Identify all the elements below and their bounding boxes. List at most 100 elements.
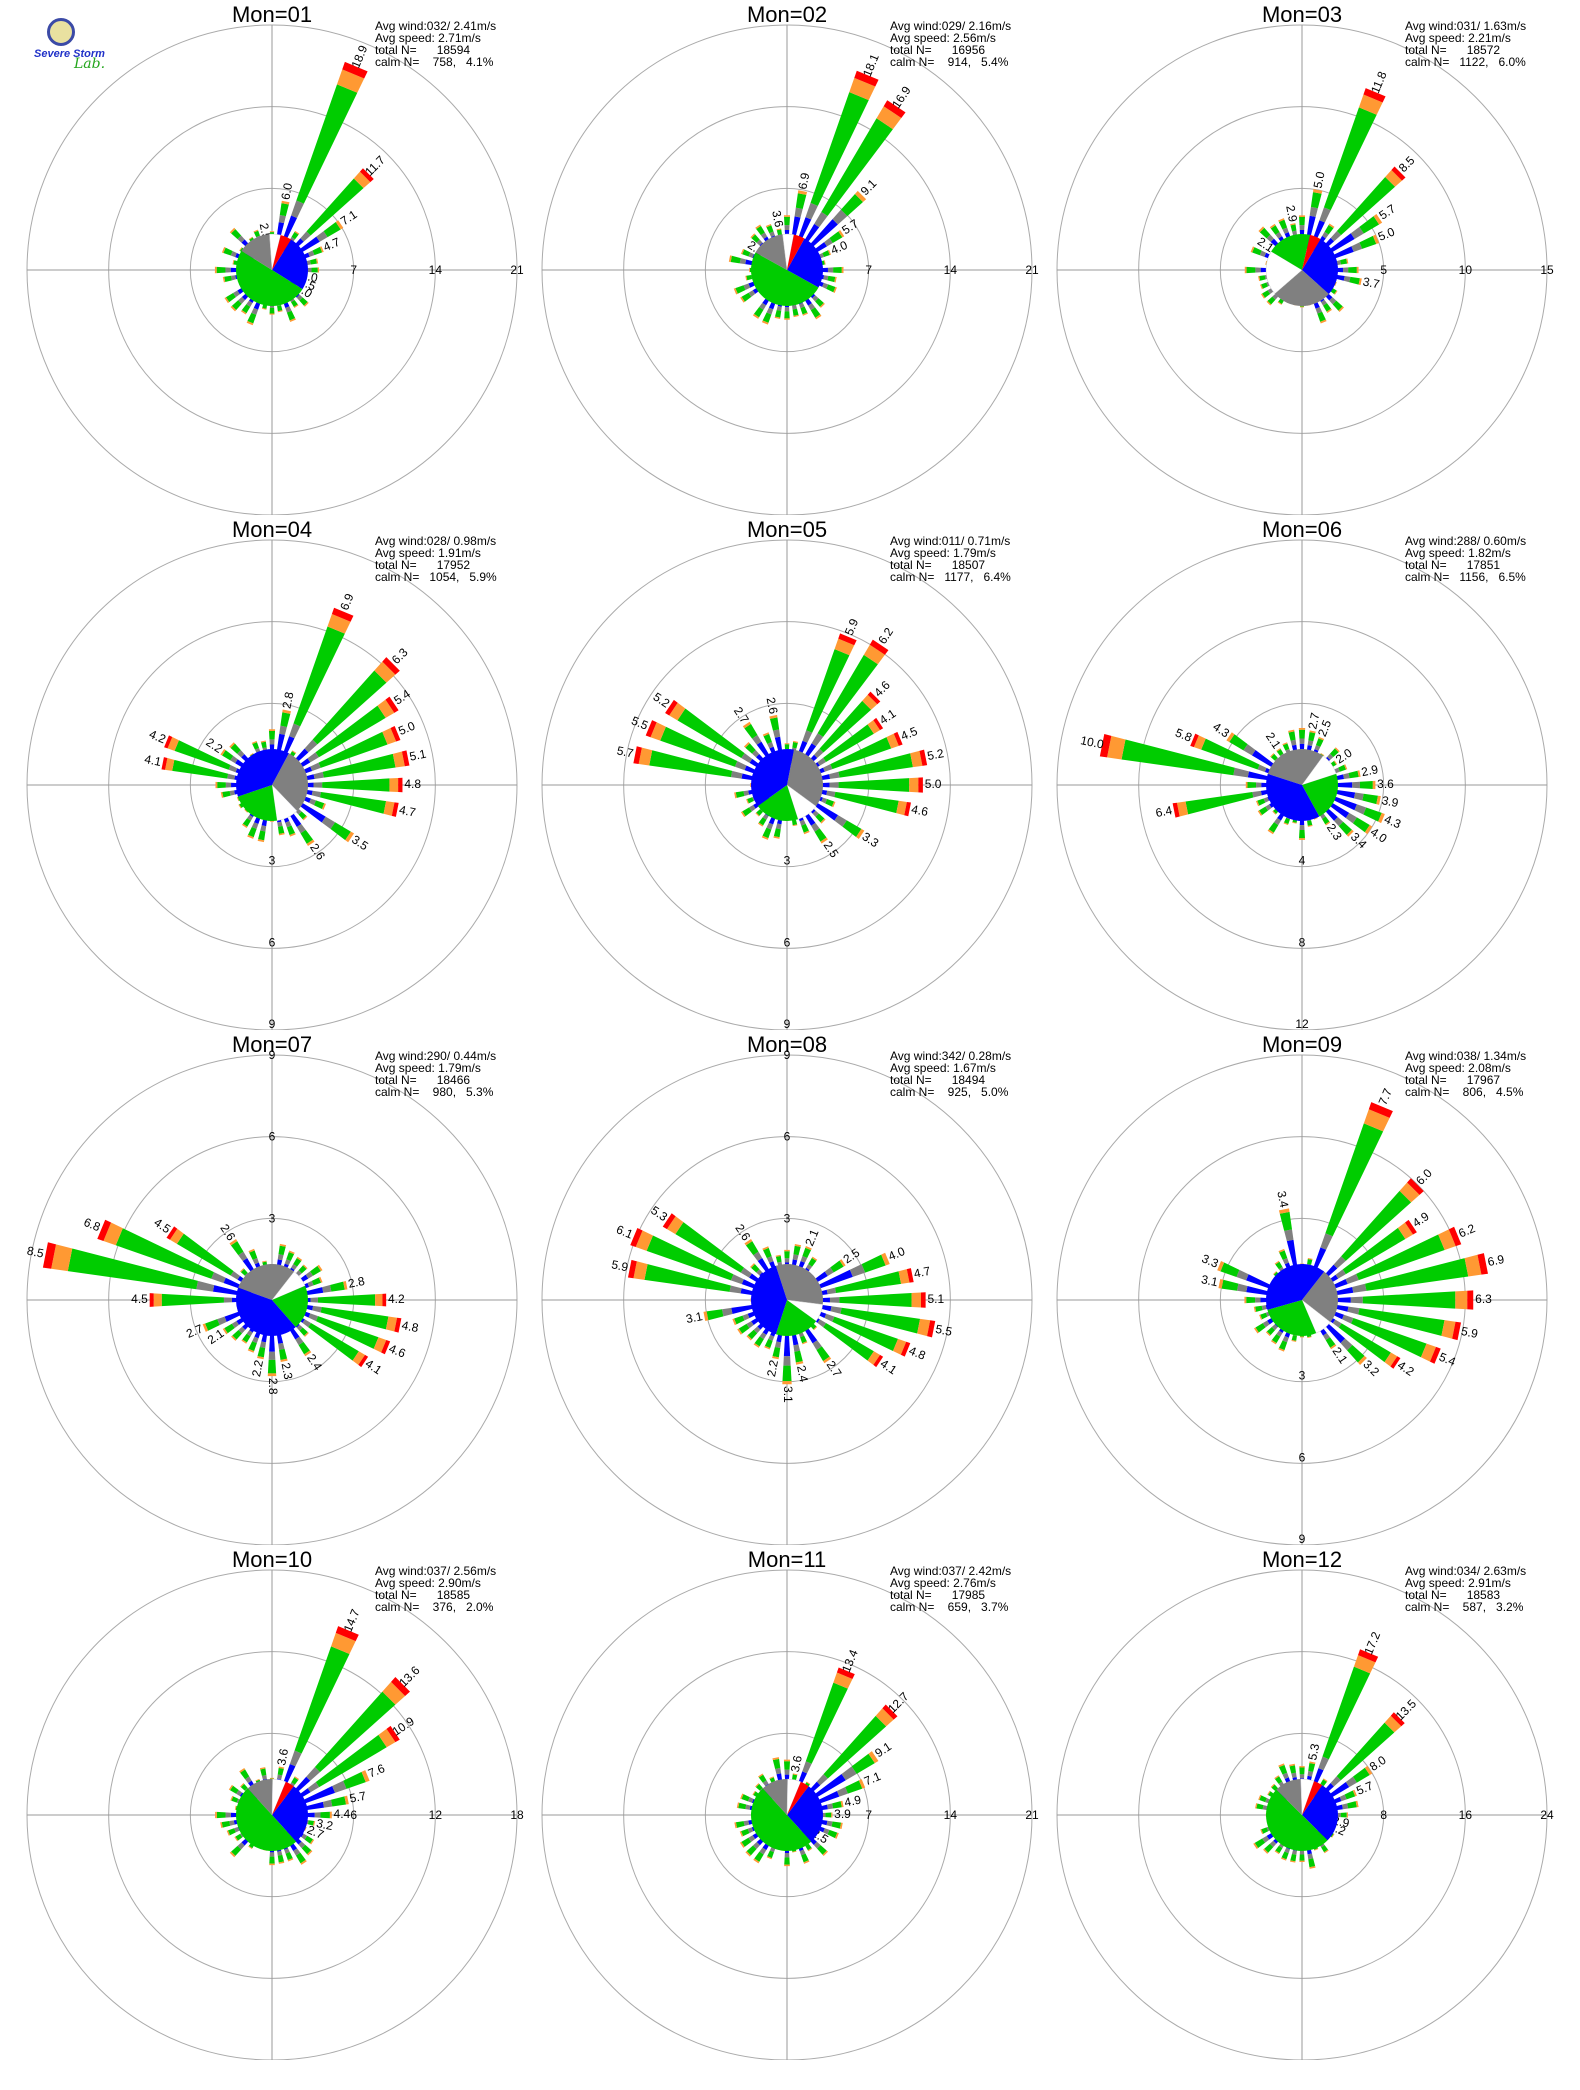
sector-segment xyxy=(230,251,237,258)
sector-segment xyxy=(827,275,836,283)
sector-segment xyxy=(1278,1764,1288,1775)
sector-segment xyxy=(291,1264,298,1271)
sector-segment xyxy=(1299,216,1305,226)
sector-segment xyxy=(909,777,919,793)
sector-segment xyxy=(314,1812,321,1818)
sector-segment xyxy=(802,1247,812,1258)
sector-segment xyxy=(801,1853,809,1863)
sector-segment xyxy=(223,1297,232,1303)
sector-segment xyxy=(784,307,790,312)
sector-segment xyxy=(1317,311,1326,322)
sector-segment xyxy=(1271,1334,1281,1344)
sector-value-label: 6.8 xyxy=(82,1215,103,1234)
sector-segment xyxy=(784,225,790,230)
ring-label: 6 xyxy=(350,1808,357,1822)
sector-segment xyxy=(1340,1812,1347,1818)
sector-value-label: 2.2 xyxy=(249,1359,266,1378)
sector-segment xyxy=(746,1845,757,1856)
sector-segment xyxy=(287,1858,294,1862)
sector-segment xyxy=(296,1256,303,1261)
sector-segment xyxy=(892,1338,907,1355)
sector-segment xyxy=(753,1858,760,1864)
sector-segment xyxy=(862,694,878,710)
sector-segment xyxy=(886,733,899,749)
sector-segment xyxy=(1284,817,1290,825)
sector-segment xyxy=(1278,1248,1285,1253)
sector-segment xyxy=(816,1346,830,1362)
sector-segment xyxy=(784,1249,790,1252)
sector-segment xyxy=(319,246,324,253)
sector-value-label: 4.2 xyxy=(147,727,168,746)
sector-segment xyxy=(741,1837,752,1847)
sector-segment xyxy=(269,739,275,745)
summary-stat-line: total N= 18466 xyxy=(375,1073,471,1087)
sector-segment xyxy=(1359,781,1373,789)
summary-stat-line: total N= 17985 xyxy=(890,1588,986,1602)
sector-segment xyxy=(296,294,303,301)
sector-segment xyxy=(759,302,767,310)
sector-segment xyxy=(1349,276,1360,285)
pie-slice xyxy=(762,1779,788,1815)
sector-segment xyxy=(799,302,805,309)
sector-segment xyxy=(161,757,168,770)
sector-segment xyxy=(814,828,827,842)
sector-segment xyxy=(1262,1835,1270,1843)
sector-segment xyxy=(1384,1715,1402,1733)
sector-segment xyxy=(747,1329,758,1340)
pie-slice xyxy=(236,749,289,797)
sector-segment xyxy=(1307,1257,1313,1260)
ring-label: 9 xyxy=(1299,1532,1306,1545)
sector-segment xyxy=(261,1774,267,1780)
summary-stat-line: total N= 16956 xyxy=(890,43,986,57)
sector-segment xyxy=(800,1335,807,1344)
pie-slice xyxy=(1266,773,1320,821)
ring-label: 3 xyxy=(784,854,791,868)
summary-stat-line: Avg wind:011/ 0.71m/s xyxy=(890,534,1011,548)
sector-segment xyxy=(1221,1279,1239,1291)
sector-value-label: 6.9 xyxy=(337,591,356,612)
sector-segment xyxy=(763,1247,772,1259)
sector-segment xyxy=(392,751,405,768)
sector-segment xyxy=(768,1334,775,1341)
sector-segment xyxy=(1288,729,1295,733)
sector-segment xyxy=(239,1768,246,1773)
pie-slice xyxy=(272,1781,294,1815)
sector-segment xyxy=(1292,230,1297,236)
sector-segment xyxy=(1314,1848,1319,1851)
sector-segment xyxy=(795,193,807,210)
sector-segment xyxy=(1290,739,1297,746)
lab-logo: Severe Storm Lab. xyxy=(30,18,125,78)
sector-segment xyxy=(278,214,286,224)
summary-stats: Avg wind:028/ 0.98m/s Avg speed: 1.91m/s t… xyxy=(375,535,497,583)
windrose-plot: 8 16 245.317.213.58.05.72.92.2 xyxy=(1056,1569,1554,2060)
sector-segment xyxy=(1309,206,1318,217)
sector-segment xyxy=(845,1780,863,1794)
sector-segment xyxy=(1299,1774,1305,1779)
pie-slice xyxy=(787,1786,823,1842)
sector-segment xyxy=(742,807,752,817)
sector-segment xyxy=(808,1257,817,1267)
sector-value-label: 4.7 xyxy=(321,235,342,254)
sector-segment xyxy=(280,1358,288,1362)
sector-segment xyxy=(231,1845,242,1856)
sector-segment xyxy=(867,691,881,705)
sector-segment xyxy=(231,1335,237,1341)
sector-segment xyxy=(385,1316,398,1332)
sector-segment xyxy=(234,1836,238,1842)
sector-segment xyxy=(876,106,902,130)
sector-segment xyxy=(1319,207,1331,223)
sector-segment xyxy=(1356,1234,1445,1281)
sector-segment xyxy=(1373,214,1383,225)
sector-segment xyxy=(1273,818,1281,826)
sector-value-label: 5.0 xyxy=(925,777,942,791)
sector-segment xyxy=(751,749,760,758)
sector-segment xyxy=(1364,1765,1373,1776)
sector-segment xyxy=(268,729,276,731)
pie-slice xyxy=(1302,234,1321,270)
windrose-panel: 5 10 15 5.0 11.8 8.5 5.7 5.0 3.7 2.9 2.1 Mon=03 Avg … xyxy=(1040,0,1555,515)
sector-segment xyxy=(766,307,774,315)
sector-segment xyxy=(1269,223,1276,229)
sector-segment xyxy=(1334,290,1338,295)
sector-segment xyxy=(1344,764,1348,770)
